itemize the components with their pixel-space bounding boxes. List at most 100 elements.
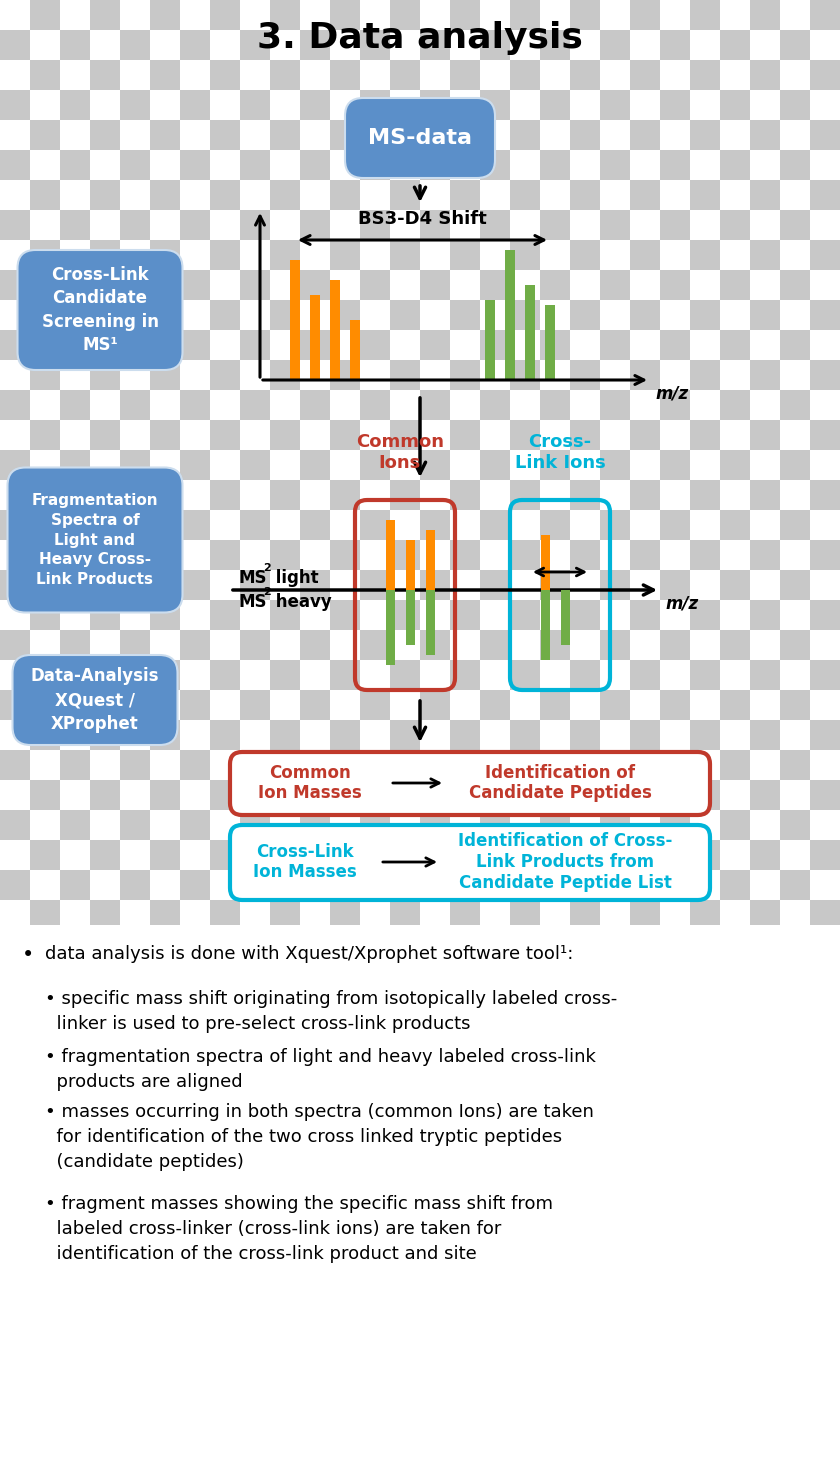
Bar <box>150 390 180 420</box>
Bar <box>270 659 300 690</box>
Bar <box>510 360 540 390</box>
Bar <box>690 810 720 840</box>
Bar <box>810 1170 840 1199</box>
Bar <box>690 1139 720 1170</box>
Bar <box>300 870 330 900</box>
Bar <box>390 1440 420 1459</box>
Bar <box>60 1409 90 1440</box>
Bar <box>210 1320 240 1350</box>
Text: Cross-
Link Ions: Cross- Link Ions <box>515 433 606 473</box>
Bar <box>600 270 630 301</box>
Bar <box>210 540 240 570</box>
Bar <box>210 390 240 420</box>
Bar <box>690 420 720 449</box>
Bar <box>210 600 240 630</box>
Bar <box>300 1350 330 1380</box>
Bar <box>120 1350 150 1380</box>
Bar <box>90 330 120 360</box>
Bar <box>300 810 330 840</box>
Bar <box>690 1110 720 1139</box>
Bar <box>750 991 780 1020</box>
FancyBboxPatch shape <box>345 98 495 178</box>
Bar <box>750 690 780 719</box>
Bar <box>690 511 720 540</box>
Bar <box>0 1290 30 1320</box>
Bar <box>210 90 240 120</box>
Bar <box>330 449 360 480</box>
Bar <box>720 480 750 511</box>
Bar <box>0 1350 30 1380</box>
Bar <box>270 1199 300 1230</box>
Bar <box>210 420 240 449</box>
Bar <box>780 600 810 630</box>
Bar <box>720 239 750 270</box>
Bar <box>510 120 540 150</box>
Bar <box>360 31 390 60</box>
Bar <box>510 690 540 719</box>
Bar <box>30 540 60 570</box>
Bar <box>450 390 480 420</box>
Bar <box>570 60 600 90</box>
Bar <box>690 1170 720 1199</box>
Bar <box>750 150 780 179</box>
Bar <box>570 719 600 750</box>
Bar <box>330 1080 360 1110</box>
Bar <box>510 1409 540 1440</box>
Bar <box>810 1139 840 1170</box>
Bar <box>780 511 810 540</box>
Bar <box>510 600 540 630</box>
Bar <box>360 929 390 960</box>
Bar <box>480 0 510 31</box>
Bar <box>690 840 720 870</box>
Bar <box>150 420 180 449</box>
Bar <box>60 449 90 480</box>
Bar <box>480 1020 510 1050</box>
Bar <box>450 420 480 449</box>
Bar <box>600 810 630 840</box>
Bar <box>630 1080 660 1110</box>
Bar <box>510 31 540 60</box>
Bar <box>120 120 150 150</box>
Bar <box>270 360 300 390</box>
Bar <box>720 991 750 1020</box>
Bar <box>360 540 390 570</box>
Bar <box>540 630 570 659</box>
Bar <box>120 840 150 870</box>
Bar <box>90 420 120 449</box>
Bar <box>810 90 840 120</box>
Bar <box>750 120 780 150</box>
Bar <box>120 1440 150 1459</box>
Bar <box>270 0 300 31</box>
Bar <box>420 960 450 991</box>
Bar <box>30 1380 60 1409</box>
Bar <box>60 420 90 449</box>
Bar <box>90 150 120 179</box>
Bar <box>210 210 240 239</box>
Bar <box>780 420 810 449</box>
Bar <box>300 449 330 480</box>
Bar <box>60 900 90 929</box>
Bar <box>480 1170 510 1199</box>
Bar <box>600 1320 630 1350</box>
Bar <box>510 1290 540 1320</box>
Bar <box>420 630 450 659</box>
Bar <box>480 1199 510 1230</box>
Bar <box>510 330 540 360</box>
Bar <box>90 630 120 659</box>
Bar <box>780 1080 810 1110</box>
Bar <box>240 1020 270 1050</box>
FancyBboxPatch shape <box>8 467 182 613</box>
Bar <box>480 360 510 390</box>
Bar <box>630 719 660 750</box>
Bar <box>386 519 395 589</box>
Bar <box>360 600 390 630</box>
Bar <box>240 1110 270 1139</box>
Bar <box>270 390 300 420</box>
Bar <box>480 420 510 449</box>
Bar <box>360 120 390 150</box>
Bar <box>150 960 180 991</box>
Bar <box>630 960 660 991</box>
Bar <box>540 1050 570 1080</box>
Bar <box>120 360 150 390</box>
Bar <box>150 360 180 390</box>
